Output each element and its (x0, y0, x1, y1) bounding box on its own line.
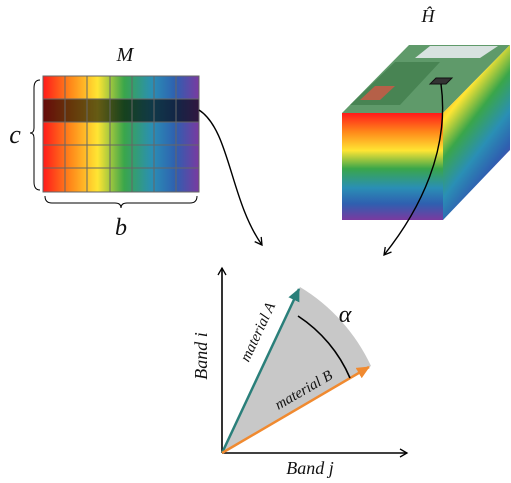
rows-brace (30, 80, 40, 190)
matrix: M c b (9, 44, 199, 241)
x-axis-label: Band j (286, 458, 334, 478)
cube: Ĥ (342, 5, 510, 220)
diagram: M c b Ĥ α material A material B Band i B… (0, 0, 511, 483)
rows-label: c (9, 120, 21, 149)
cube-front (342, 113, 443, 220)
matrix-arrow (199, 110, 262, 245)
y-axis-label: Band i (191, 332, 211, 380)
plot: α material A material B Band i Band j (191, 268, 407, 478)
angle-label: α (339, 302, 352, 328)
cols-brace (45, 196, 197, 208)
cube-label: Ĥ (421, 5, 436, 26)
cols-label: b (115, 215, 127, 241)
matrix-label: M (116, 44, 135, 66)
